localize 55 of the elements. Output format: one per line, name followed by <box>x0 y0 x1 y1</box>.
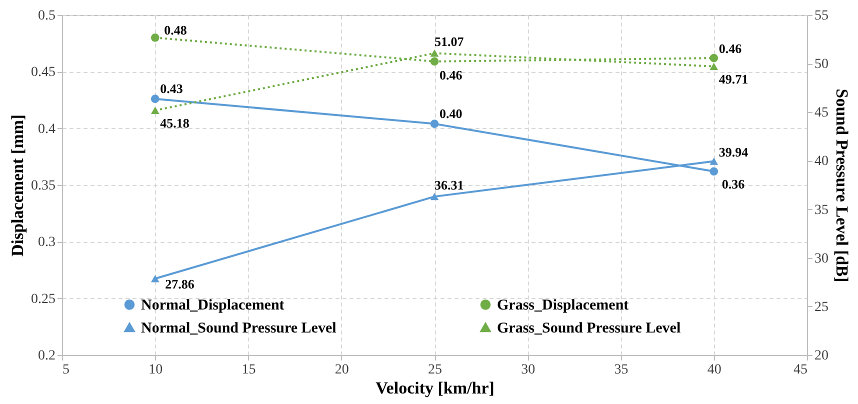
point <box>150 33 160 42</box>
y2-tick-label: 40 <box>814 154 828 170</box>
y2-tick-label: 45 <box>814 106 828 121</box>
point <box>430 192 439 200</box>
point <box>150 94 160 104</box>
legend-label: Grass_Displacement <box>497 298 629 314</box>
data-label: 36.31 <box>434 178 464 193</box>
y2-tick-label: 50 <box>814 57 828 72</box>
x-tick-label: 30 <box>521 362 536 378</box>
y-tick-label: 0.45 <box>31 65 56 80</box>
x-tick-label: 5 <box>62 362 70 378</box>
data-label: 0.48 <box>164 22 188 38</box>
y-tick-label: 0.25 <box>31 292 56 307</box>
x-tick-label: 45 <box>794 362 808 378</box>
data-label: 0.36 <box>722 176 746 192</box>
y-tick-label: 0.3 <box>38 235 56 250</box>
point <box>710 54 718 62</box>
y2-axis-title: Sound Pressure Level [dB] <box>832 88 852 282</box>
x-tick-label: 35 <box>614 362 628 378</box>
point <box>710 158 718 165</box>
data-label: 0.40 <box>440 106 462 121</box>
x-tick-label: 25 <box>428 362 442 378</box>
x-tick-label: 20 <box>334 362 349 378</box>
y-tick-label: 0.4 <box>38 122 56 137</box>
point <box>430 120 439 128</box>
y-tick-label: 0.35 <box>31 178 56 194</box>
y2-tick-label: 20 <box>814 348 828 364</box>
data-label: 39.94 <box>718 144 749 160</box>
y-tick-label: 0.5 <box>38 8 56 24</box>
data-label: 27.86 <box>165 276 195 292</box>
point <box>430 50 439 57</box>
y2-tick-label: 30 <box>814 251 828 266</box>
y2-tick-label: 55 <box>814 8 828 24</box>
x-tick-label: 40 <box>707 362 722 378</box>
legend-label: Normal_Displacement <box>141 298 284 314</box>
y-tick-label: 0.2 <box>38 348 56 364</box>
x-tick-label: 15 <box>242 362 256 378</box>
data-label: 0.46 <box>718 41 742 56</box>
point <box>150 275 160 282</box>
y2-tick-label: 35 <box>814 202 828 218</box>
point <box>150 106 160 114</box>
legend-label: Grass_Sound Pressure Level <box>497 320 681 336</box>
point <box>710 62 718 70</box>
data-label: 45.18 <box>160 115 190 130</box>
data-label: 51.07 <box>434 34 464 50</box>
data-label: 0.43 <box>160 80 184 96</box>
data-label: 49.71 <box>718 71 748 86</box>
y-axis-title: Displacement [mm] <box>8 114 27 257</box>
legend-label: Normal_Sound Pressure Level <box>141 320 336 336</box>
y2-tick-label: 25 <box>814 300 828 315</box>
data-label: 0.46 <box>440 67 463 82</box>
x-axis-title: Velocity [km/hr] <box>376 378 494 398</box>
point <box>430 57 439 66</box>
point <box>710 167 718 176</box>
x-tick-label: 10 <box>148 362 163 378</box>
